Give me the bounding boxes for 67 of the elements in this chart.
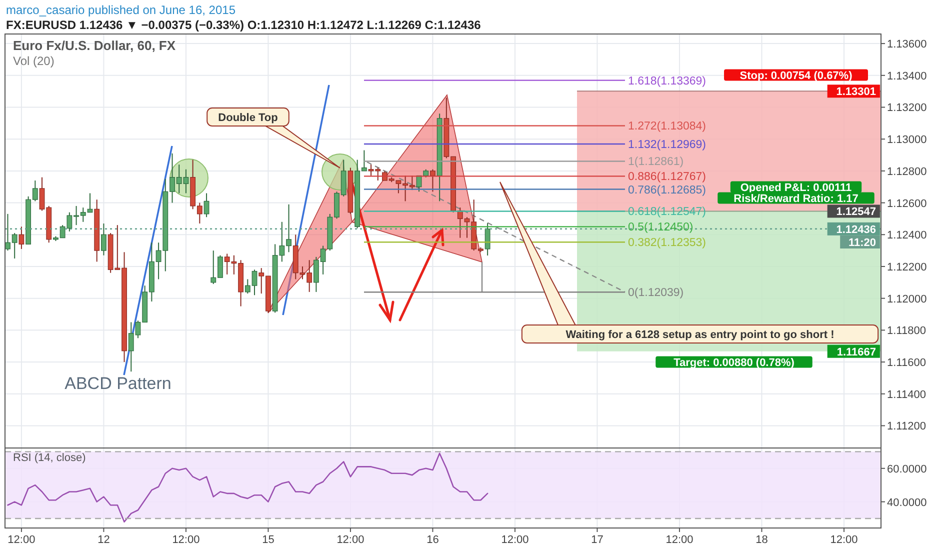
annotation: ABCD Pattern xyxy=(64,374,172,393)
y-tick-label: 60.0000 xyxy=(887,463,927,476)
x-tick-label: 12:00 xyxy=(666,534,694,546)
ref-line-label: 1.12436 xyxy=(836,224,876,236)
x-tick-label: 12:00 xyxy=(336,534,364,546)
y-tick-label: 1.12800 xyxy=(887,166,927,178)
ref-line-label: 0.382(1.12353) xyxy=(628,237,706,250)
ref-line-label: 0.618(1.12547) xyxy=(628,206,706,218)
chart-title: RSI (14, close) xyxy=(13,452,86,464)
candlestick xyxy=(18,226,24,250)
ref-line-label: 1(1.12861) xyxy=(628,156,684,168)
text: FX:EURUSD 1.12436 ▼ −0.00375 (−0.33%) O:1.12310 H:1.12472 L:1.12269 C:1.12436 xyxy=(6,18,482,32)
ref-line-label: 1.272(1.13084) xyxy=(628,120,706,133)
annotation: Opened P&L: 0.00111 xyxy=(740,182,852,194)
y-tick-label: 1.11600 xyxy=(887,357,926,370)
label-box: Opened P&L: 0.00111 xyxy=(730,181,862,194)
text: Vol (20) xyxy=(13,54,54,68)
annotation: Waiting for a 6128 setup as entry point to go short ! xyxy=(566,329,834,341)
ref-line-label: 1.132(1.12969) xyxy=(628,139,706,152)
price-tag: 1.12547 xyxy=(827,204,880,218)
y-tick-label: 1.12400 xyxy=(887,230,927,242)
x-tick-label: 12:00 xyxy=(830,534,858,546)
price-tag: 1.13301 xyxy=(827,84,880,98)
x-tick-label: 17 xyxy=(591,534,604,546)
label-box: Risk/Reward Ratio: 1.17 xyxy=(718,192,874,205)
x-tick-label: 12:00 xyxy=(501,534,529,546)
candlestick xyxy=(484,222,490,256)
y-tick-label: 1.13000 xyxy=(887,134,927,146)
x-tick-label: 15 xyxy=(262,534,274,546)
chart-title: Euro Fx/U.S. Dollar, 60, FX xyxy=(13,38,176,53)
ref-line-label: 0(1.12039) xyxy=(628,287,684,300)
label-box: Stop: 0.00754 (0.67%) xyxy=(724,69,868,82)
y-tick-label: 1.11800 xyxy=(887,325,926,338)
y-tick-label: 1.13400 xyxy=(887,70,927,82)
y-tick-label: 1.12000 xyxy=(887,293,927,306)
annotation: Double Top xyxy=(218,112,278,124)
y-tick-label: 1.13600 xyxy=(887,38,927,51)
callout-box: Double Top xyxy=(206,108,340,168)
y-tick-label: 40.0000 xyxy=(887,496,927,509)
annotation: 11:20 xyxy=(848,237,876,249)
ref-line-label: 0.786(1.12685) xyxy=(628,184,706,196)
annotation: 1.13301 xyxy=(836,86,876,98)
x-tick-label: 12 xyxy=(98,534,110,546)
x-tick-label: 12:00 xyxy=(172,534,200,546)
x-tick-label: 16 xyxy=(426,534,439,546)
text: marco_casario published on June 16, 2015 xyxy=(6,3,236,17)
annotation: Stop: 0.00754 (0.67%) xyxy=(740,70,853,82)
candlestick xyxy=(204,192,210,218)
annotation: 1.11667 xyxy=(836,346,876,358)
price-tag: 11:20 xyxy=(840,236,880,249)
line-series xyxy=(7,452,488,522)
y-tick-label: 1.11400 xyxy=(887,388,926,401)
ref-line-label: 1.618(1.13369) xyxy=(628,75,706,88)
candlestick xyxy=(101,222,106,256)
y-tick-label: 1.12200 xyxy=(887,261,927,274)
y-tick-label: 1.13200 xyxy=(887,102,927,114)
annotation: Target: 0.00880 (0.78%) xyxy=(674,357,795,369)
y-tick-label: 1.11200 xyxy=(887,420,926,433)
x-tick-label: 18 xyxy=(756,534,768,546)
annotation: Risk/Reward Ratio: 1.17 xyxy=(734,193,858,205)
price-tag: 1.11667 xyxy=(827,344,880,358)
annotation: 1.12547 xyxy=(836,206,876,218)
x-tick-label: 12:00 xyxy=(8,534,36,546)
label-box: Target: 0.00880 (0.78%) xyxy=(656,356,812,369)
ref-line-label: 0.886(1.12767) xyxy=(628,171,706,184)
ref-line-label: 0.5(1.12450) xyxy=(628,222,694,234)
y-tick-label: 1.12600 xyxy=(887,198,927,210)
